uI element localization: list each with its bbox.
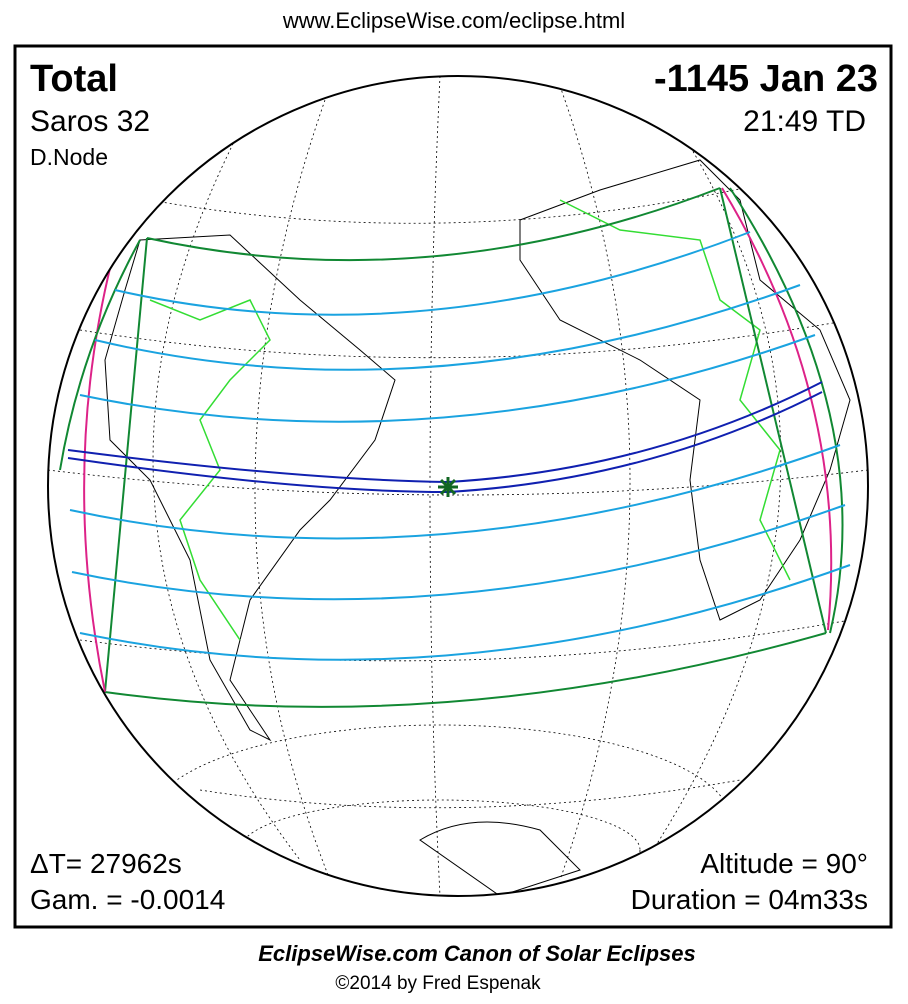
altitude: Altitude = 90°: [700, 848, 868, 879]
footer-credit: ©2014 by Fred Espenak: [335, 973, 541, 994]
eclipse-date: -1145 Jan 23: [654, 58, 878, 100]
footer-title: EclipseWise.com Canon of Solar Eclipses: [258, 941, 696, 966]
time: 21:49 TD: [743, 105, 866, 138]
duration: Duration = 04m33s: [631, 884, 868, 915]
url: www.EclipseWise.com/eclipse.html: [282, 8, 625, 33]
saros: Saros 32: [30, 105, 150, 138]
eclipse-type: Total: [30, 58, 118, 100]
delta-t: ΔT= 27962s: [30, 848, 182, 879]
frame: [13, 44, 893, 929]
node: D.Node: [30, 144, 108, 170]
globe-rim: [47, 75, 869, 897]
gamma: Gam. = -0.0014: [30, 884, 225, 915]
greatest-eclipse: [438, 477, 458, 497]
globe: [48, 76, 868, 896]
